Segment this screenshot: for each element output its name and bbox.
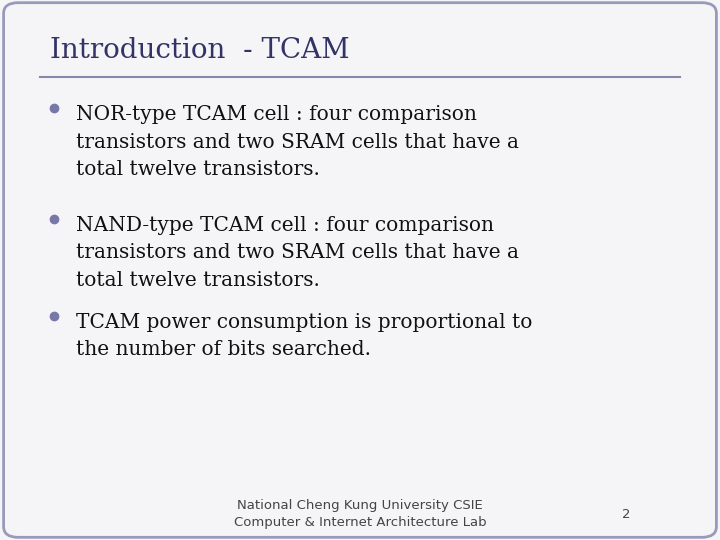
Text: National Cheng Kung University CSIE
Computer & Internet Architecture Lab: National Cheng Kung University CSIE Comp… xyxy=(234,499,486,529)
Text: NOR-type TCAM cell : four comparison
transistors and two SRAM cells that have a
: NOR-type TCAM cell : four comparison tra… xyxy=(76,105,518,179)
Text: NAND-type TCAM cell : four comparison
transistors and two SRAM cells that have a: NAND-type TCAM cell : four comparison tr… xyxy=(76,216,518,289)
Text: 2: 2 xyxy=(622,508,631,521)
Text: TCAM power consumption is proportional to
the number of bits searched.: TCAM power consumption is proportional t… xyxy=(76,313,532,360)
Text: Introduction  - TCAM: Introduction - TCAM xyxy=(50,37,350,64)
FancyBboxPatch shape xyxy=(4,3,716,537)
